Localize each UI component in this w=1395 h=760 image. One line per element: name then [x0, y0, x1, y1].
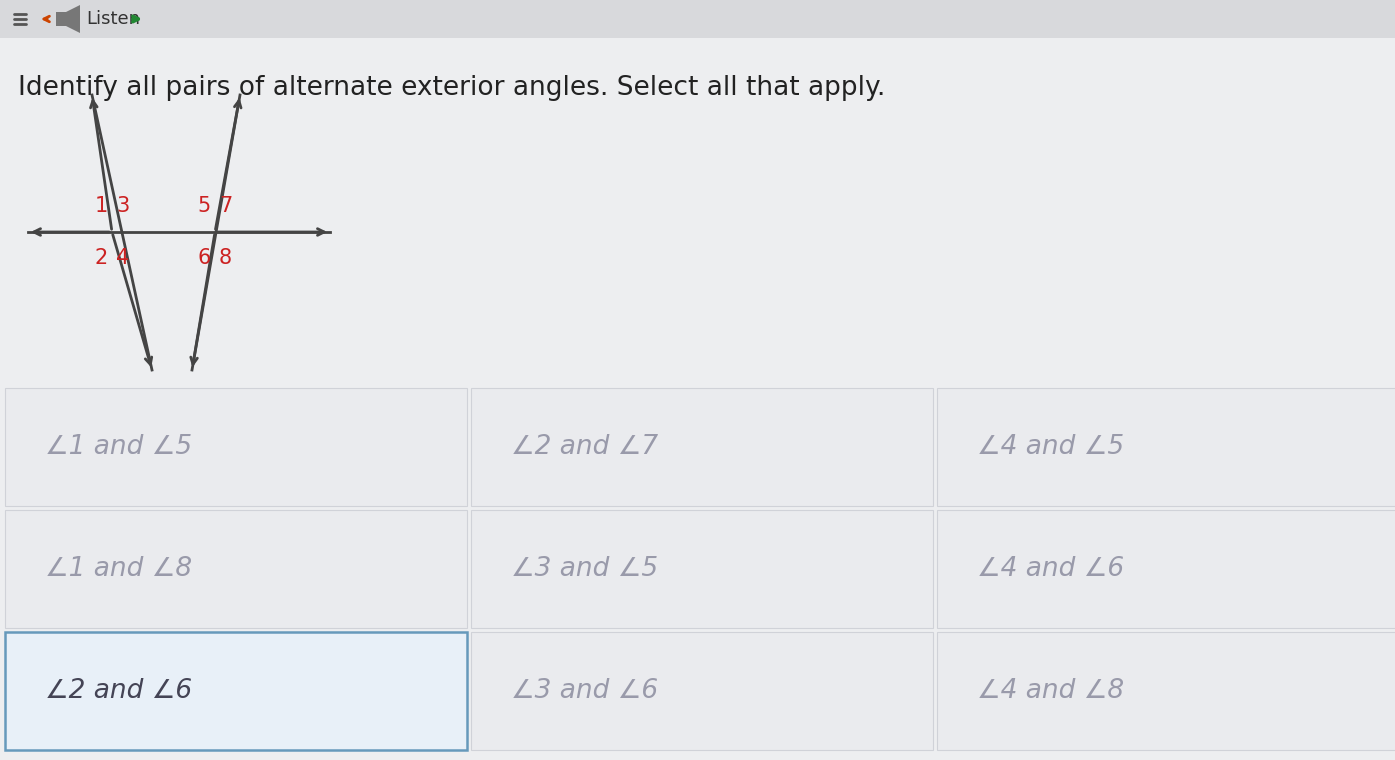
Bar [0, 0, 1395, 38]
Text: ∠4 and ∠6: ∠4 and ∠6 [976, 556, 1124, 582]
Text: ∠3 and ∠5: ∠3 and ∠5 [511, 556, 658, 582]
Bar [472, 510, 933, 628]
Text: 6: 6 [198, 248, 211, 268]
Bar [937, 632, 1395, 750]
Bar [937, 388, 1395, 506]
Text: 2: 2 [95, 248, 107, 268]
Bar [472, 632, 933, 750]
Text: 3: 3 [116, 196, 130, 216]
Bar [6, 510, 467, 628]
Text: 8: 8 [219, 248, 232, 268]
Bar [472, 388, 933, 506]
Text: ∠1 and ∠8: ∠1 and ∠8 [45, 556, 193, 582]
Text: 7: 7 [219, 196, 232, 216]
Bar [6, 388, 467, 506]
Polygon shape [66, 5, 80, 33]
Bar [6, 632, 467, 750]
Text: ∠3 and ∠6: ∠3 and ∠6 [511, 678, 658, 704]
Text: ∠2 and ∠7: ∠2 and ∠7 [511, 434, 658, 460]
Text: ∠4 and ∠5: ∠4 and ∠5 [976, 434, 1124, 460]
Text: ∠2 and ∠6: ∠2 and ∠6 [45, 678, 193, 704]
Text: 5: 5 [198, 196, 211, 216]
Text: 1: 1 [95, 196, 107, 216]
Text: Identify all pairs of alternate exterior angles. Select all that apply.: Identify all pairs of alternate exterior… [18, 75, 886, 101]
Bar [937, 510, 1395, 628]
Text: ∠1 and ∠5: ∠1 and ∠5 [45, 434, 193, 460]
Text: 4: 4 [116, 248, 130, 268]
Text: ∠4 and ∠8: ∠4 and ∠8 [976, 678, 1124, 704]
Text: Listen: Listen [86, 10, 140, 28]
Bar [56, 12, 66, 26]
